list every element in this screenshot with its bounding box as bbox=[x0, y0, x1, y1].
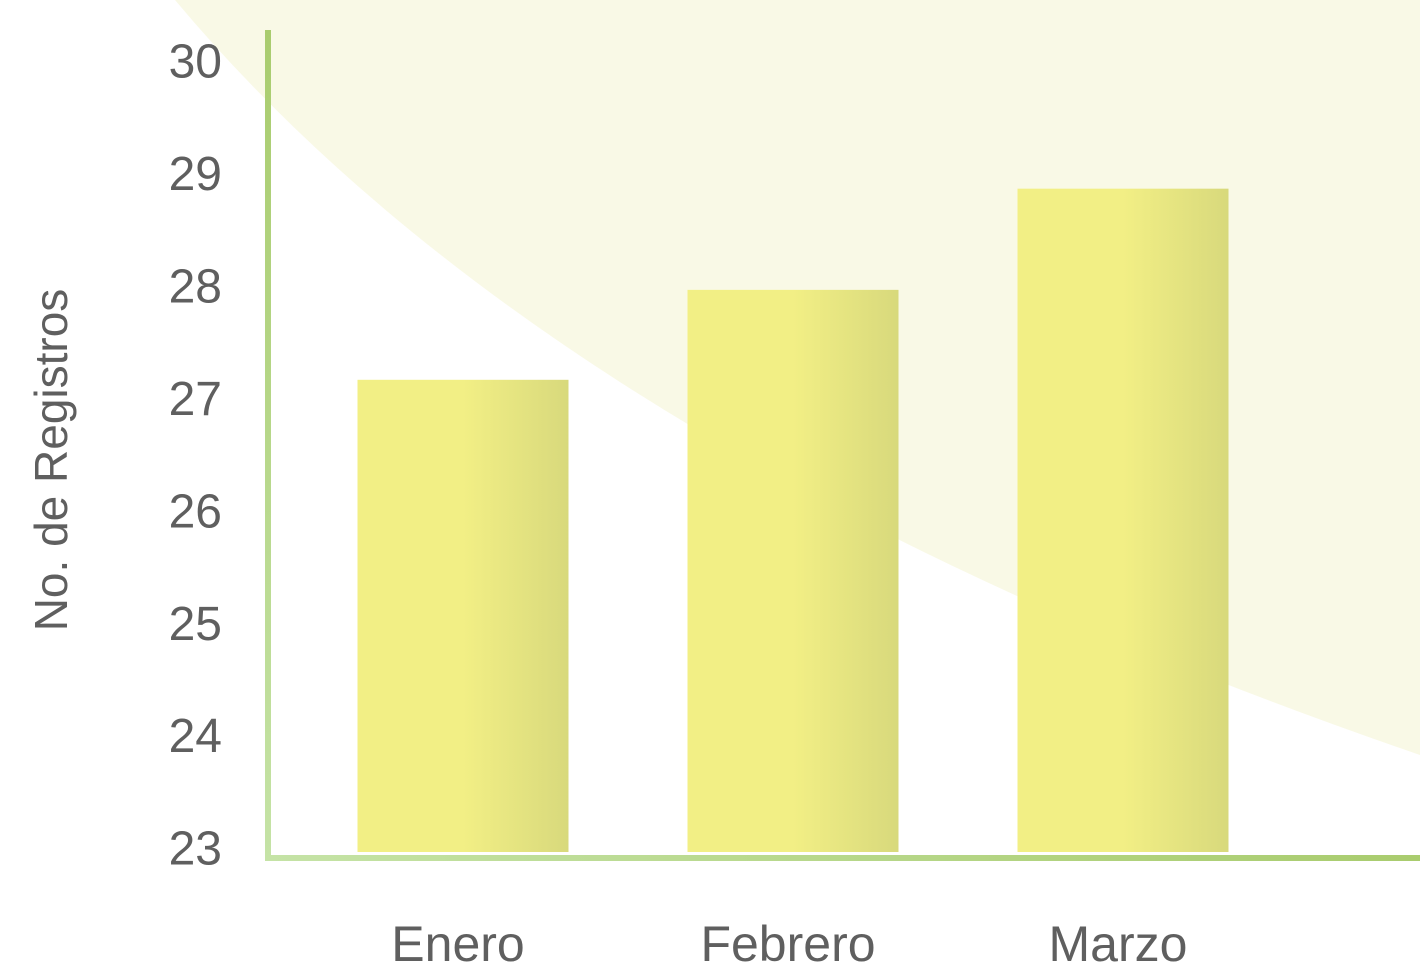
y-tick-label: 24 bbox=[169, 710, 222, 763]
y-tick-label: 28 bbox=[169, 261, 222, 314]
y-axis-line bbox=[265, 30, 271, 861]
bar bbox=[687, 289, 899, 852]
y-tick-label: 23 bbox=[169, 823, 222, 876]
x-tick-label: Febrero bbox=[700, 916, 875, 972]
bar bbox=[357, 379, 569, 852]
x-tick-label: Marzo bbox=[1049, 916, 1188, 972]
y-tick-label: 25 bbox=[169, 598, 222, 651]
bar bbox=[1017, 188, 1229, 852]
y-tick-label: 26 bbox=[169, 485, 222, 538]
y-tick-label: 27 bbox=[169, 373, 222, 426]
x-tick-label: Enero bbox=[391, 916, 524, 972]
y-tick-label: 30 bbox=[169, 36, 222, 89]
x-axis-line bbox=[265, 855, 1420, 861]
y-axis-title: No. de Registros bbox=[25, 289, 77, 632]
y-tick-label: 29 bbox=[169, 148, 222, 201]
